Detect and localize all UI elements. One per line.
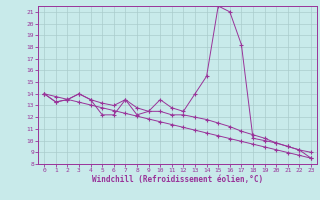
X-axis label: Windchill (Refroidissement éolien,°C): Windchill (Refroidissement éolien,°C) <box>92 175 263 184</box>
